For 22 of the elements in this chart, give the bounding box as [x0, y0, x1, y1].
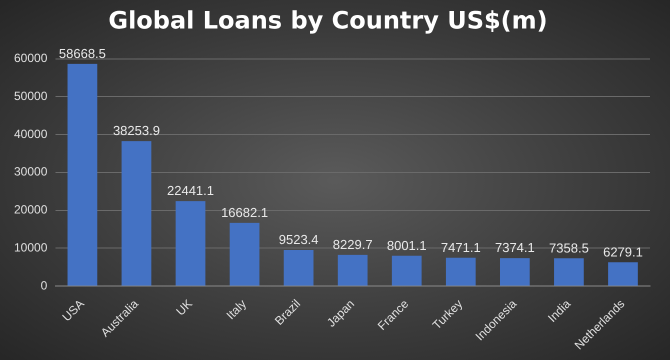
data-label: 22441.1	[167, 183, 214, 198]
y-tick-label: 20000	[14, 202, 48, 217]
chart-title: Global Loans by Country US$(m)	[108, 6, 548, 35]
y-tick-label: 0	[40, 278, 48, 292]
x-tick-label: UK	[173, 296, 195, 318]
data-label: 9523.4	[278, 232, 319, 248]
x-tick-label: USA	[60, 296, 87, 324]
data-label: 8229.7	[332, 236, 373, 252]
data-label: 6279.1	[603, 244, 643, 260]
data-label: 7358.5	[549, 240, 589, 256]
data-label: 7374.1	[494, 240, 535, 256]
data-label: 58668.5	[58, 46, 106, 61]
y-tick-label: 30000	[14, 164, 48, 179]
x-tick-label: Italy	[224, 296, 250, 322]
data-label: 16682.1	[221, 204, 268, 220]
y-tick-label: 40000	[14, 126, 48, 141]
data-label: 8001.1	[386, 238, 427, 253]
y-tick-label: 10000	[14, 240, 48, 254]
data-label: 7471.1	[440, 240, 481, 255]
data-label: 38253.9	[112, 123, 160, 138]
y-tick-label: 50000	[14, 88, 48, 103]
y-tick-label: 60000	[14, 51, 48, 66]
